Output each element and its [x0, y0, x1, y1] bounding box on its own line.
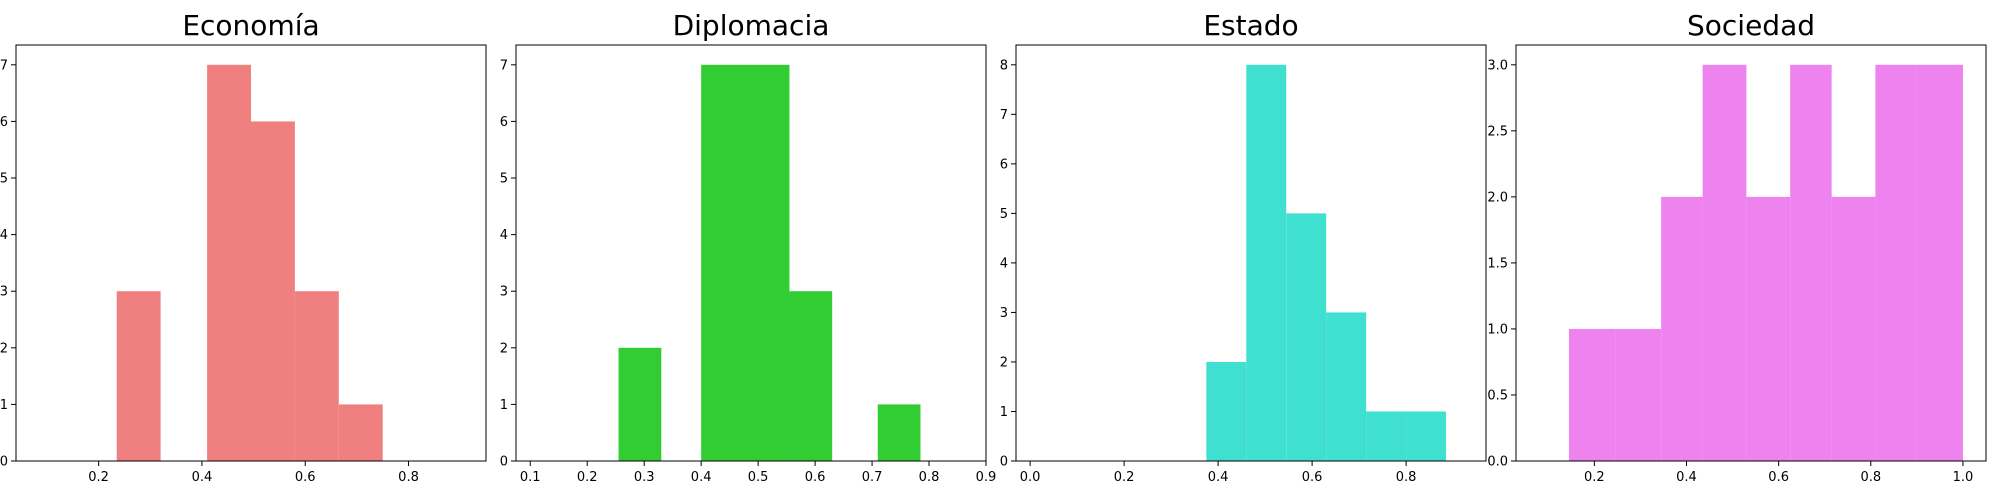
- y-tick-label: 4: [0, 228, 8, 243]
- x-tick-label: 0.8: [398, 470, 419, 485]
- chart-title: Economía: [182, 9, 319, 42]
- x-tick-label: 0.1: [520, 470, 541, 485]
- y-tick-label: 4: [1000, 256, 1008, 271]
- x-tick-label: 0.6: [805, 470, 826, 485]
- y-tick-label: 2: [500, 341, 508, 356]
- histogram-bar: [618, 347, 662, 461]
- histogram-bar: [251, 121, 295, 461]
- chart-panel-1: Economía 0.2 0.4 0.6 0.8 0 1 2 3 4 5 6 7: [0, 9, 487, 485]
- x-tick-label: 0.4: [1208, 470, 1229, 485]
- x-tick-label: 0.6: [1302, 470, 1323, 485]
- y-tick-label: 4: [500, 228, 508, 243]
- histogram-bar: [1875, 64, 1917, 461]
- y-tick-label: 5: [0, 172, 8, 187]
- y-tick-label: 7: [0, 58, 8, 73]
- x-tick-label: 0.2: [577, 470, 598, 485]
- x-tick-label: 0.7: [862, 470, 883, 485]
- y-tick-label: 8: [1000, 58, 1008, 73]
- histogram-bar: [1366, 411, 1407, 461]
- axes-frame: [1015, 44, 1487, 462]
- y-tick-label: 5: [1000, 207, 1008, 222]
- x-tick-label: 1.0: [1953, 470, 1974, 485]
- x-tick-label: 0.8: [1396, 470, 1417, 485]
- x-tick-label: 0.4: [691, 470, 712, 485]
- histogram-bar: [1831, 196, 1876, 461]
- y-tick-label: 3: [500, 285, 508, 300]
- y-tick-label: 0: [500, 455, 508, 470]
- histogram-bar: [116, 291, 161, 461]
- histogram-bar: [1790, 64, 1832, 461]
- histogram-bar: [789, 291, 833, 461]
- histogram-bar: [1246, 64, 1287, 461]
- histogram-bar: [1286, 213, 1327, 461]
- y-tick-label: 7: [500, 58, 508, 73]
- histogram-bar: [338, 404, 383, 461]
- x-tick-label: 0.6: [1768, 470, 1789, 485]
- chart-panel-3: Estado 0.0 0.2 0.4 0.6 0.8 0 1 2 3 4 5 6 7 8: [1000, 9, 1487, 485]
- histogram-bar: [294, 291, 339, 461]
- y-tick-label: 2.0: [1487, 190, 1508, 205]
- histogram-bar: [1746, 196, 1791, 461]
- x-tick-label: 0.9: [976, 470, 997, 485]
- x-tick-label: 0.8: [919, 470, 940, 485]
- histogram-bar: [1206, 361, 1247, 461]
- x-tick-label: 0.2: [1114, 470, 1135, 485]
- histogram-bar: [701, 64, 790, 461]
- chart-title: Estado: [1203, 9, 1298, 42]
- x-tick-label: 0.4: [1676, 470, 1697, 485]
- chart-panel-2: Diplomacia 0.1 0.2 0.3 0.4 0.5 0.6 0.7 0.8 0.9 0 1 2…: [500, 9, 997, 485]
- y-tick-label: 3.0: [1487, 58, 1508, 73]
- histogram-bar: [1406, 411, 1447, 461]
- y-tick-label: 1.0: [1487, 322, 1508, 337]
- histogram-bar: [1916, 64, 1963, 461]
- y-tick-label: 1.5: [1487, 256, 1508, 271]
- y-tick-label: 6: [500, 115, 508, 130]
- y-tick-label: 5: [500, 172, 508, 187]
- y-tick-label: 0.0: [1487, 455, 1508, 470]
- y-tick-label: 7: [1000, 108, 1008, 123]
- x-tick-label: 0.8: [1860, 470, 1881, 485]
- y-tick-label: 3: [1000, 306, 1008, 321]
- axes-frame: [1515, 44, 1987, 462]
- y-tick-label: 0: [0, 455, 8, 470]
- x-tick-label: 0.2: [1584, 470, 1605, 485]
- histogram-bar: [207, 64, 251, 461]
- x-tick-label: 0.6: [295, 470, 316, 485]
- y-tick-label: 1: [1000, 405, 1008, 420]
- histogram-bar: [877, 404, 921, 461]
- x-tick-label: 0.2: [88, 470, 109, 485]
- y-tick-label: 2: [1000, 355, 1008, 370]
- y-tick-label: 2: [0, 341, 8, 356]
- histogram-bar: [1568, 328, 1616, 461]
- chart-title: Diplomacia: [673, 9, 830, 42]
- y-tick-label: 6: [1000, 157, 1008, 172]
- y-tick-label: 2.5: [1487, 124, 1508, 139]
- y-tick-label: 0.5: [1487, 388, 1508, 403]
- histogram-bar: [1661, 196, 1703, 461]
- axes-frame: [15, 44, 487, 462]
- y-tick-label: 0: [1000, 455, 1008, 470]
- x-tick-label: 0.5: [748, 470, 769, 485]
- y-tick-label: 3: [0, 285, 8, 300]
- axes-frame: [515, 44, 987, 462]
- x-tick-label: 0.4: [192, 470, 213, 485]
- chart-panel-4: Sociedad 0.2 0.4 0.6 0.8 1.0 0.0 0.5 1.0 1.5 2.0 2.…: [1487, 9, 1987, 485]
- histogram-bar: [1326, 312, 1367, 461]
- histogram-bar: [1702, 64, 1747, 461]
- x-tick-label: 0.3: [634, 470, 655, 485]
- histogram-bar: [1615, 328, 1662, 461]
- y-tick-label: 6: [0, 115, 8, 130]
- x-tick-label: 0.0: [1020, 470, 1041, 485]
- y-tick-label: 1: [0, 398, 8, 413]
- y-tick-label: 1: [500, 398, 508, 413]
- chart-title: Sociedad: [1687, 9, 1815, 42]
